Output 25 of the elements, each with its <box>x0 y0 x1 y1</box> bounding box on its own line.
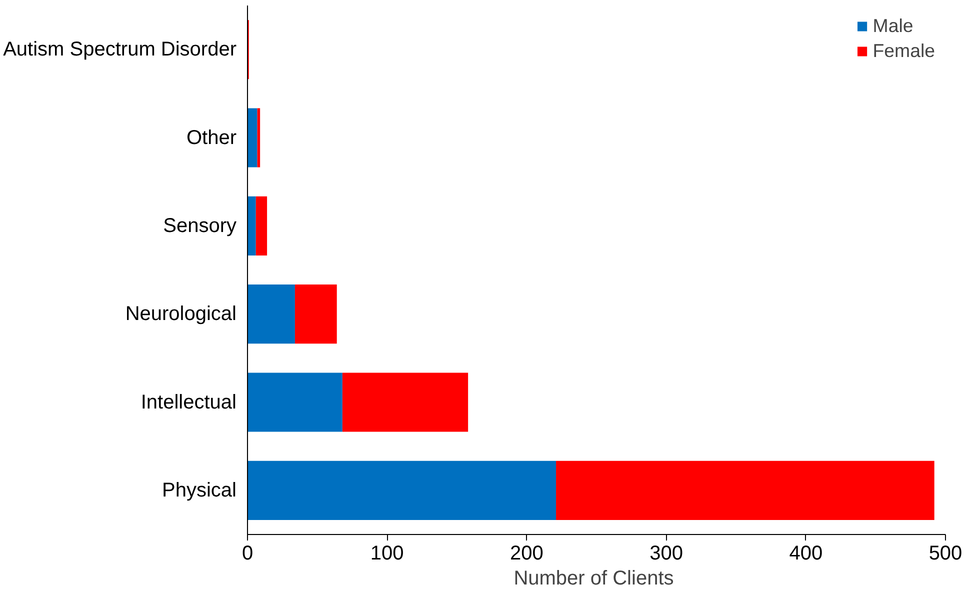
bar <box>248 372 342 432</box>
y-tick-label: Other <box>186 126 237 149</box>
bar <box>248 460 556 520</box>
x-tick-label: 0 <box>242 542 254 564</box>
bar <box>248 108 258 168</box>
y-tick-label: Autism Spectrum Disorder <box>3 38 237 61</box>
bar <box>248 196 256 256</box>
y-tick-label: Sensory <box>163 214 237 237</box>
bar <box>556 460 934 520</box>
x-tick-label: 300 <box>650 542 683 564</box>
legend-label: Female <box>872 40 935 62</box>
x-tick-label: 500 <box>928 542 962 564</box>
x-tick-label: 200 <box>510 542 544 564</box>
x-tick-label: 400 <box>789 542 823 564</box>
bar <box>256 196 268 256</box>
bar <box>257 108 260 168</box>
bar <box>248 284 295 344</box>
y-tick-label: Physical <box>162 479 237 502</box>
bar <box>294 284 337 344</box>
x-axis-title: Number of Clients <box>514 568 674 590</box>
bar <box>342 372 468 432</box>
x-tick-label: 100 <box>370 542 404 564</box>
y-tick-label: Intellectual <box>140 391 237 414</box>
legend-label: Male <box>872 15 914 37</box>
y-tick-label: Neurological <box>125 303 236 326</box>
